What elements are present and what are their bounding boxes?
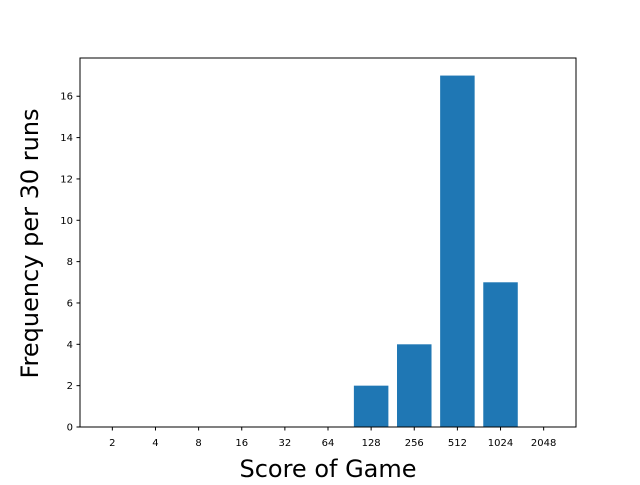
x-tick-label: 256 <box>405 438 424 449</box>
x-tick-label: 4 <box>152 438 158 449</box>
bars-group <box>353 75 518 428</box>
y-tick-label: 14 <box>60 133 73 144</box>
x-axis-label: Score of Game <box>239 455 416 480</box>
y-tick-label: 0 <box>67 423 73 434</box>
x-tick-label: 1024 <box>488 438 513 449</box>
y-tick-label: 4 <box>67 340 73 351</box>
y-tick-label: 2 <box>67 381 73 392</box>
y-tick-label: 12 <box>60 174 73 185</box>
bar-512 <box>440 75 475 428</box>
y-ticks-group: 0 2 4 6 8 10 12 14 16 <box>60 92 80 434</box>
plot-frame <box>79 57 577 428</box>
x-tick-label: 8 <box>195 438 201 449</box>
x-tick-label: 64 <box>322 438 335 449</box>
x-tick-label: 2048 <box>531 438 556 449</box>
bar-256 <box>397 344 432 427</box>
y-tick-label: 10 <box>60 216 73 227</box>
bar-128 <box>353 385 389 427</box>
x-tick-label: 32 <box>279 438 292 449</box>
x-tick-label: 128 <box>362 438 381 449</box>
y-tick-label: 6 <box>67 298 73 309</box>
x-tick-label: 512 <box>448 438 467 449</box>
x-tick-label: 2 <box>109 438 115 449</box>
y-tick-label: 8 <box>67 257 73 268</box>
y-tick-label: 16 <box>60 92 73 103</box>
y-axis-label: Frequency per 30 runs <box>16 108 44 378</box>
x-tick-label: 16 <box>235 438 248 449</box>
bar-1024 <box>483 282 518 427</box>
x-ticks-group: 2 4 8 16 32 64 128 256 512 1024 2048 <box>109 427 556 449</box>
